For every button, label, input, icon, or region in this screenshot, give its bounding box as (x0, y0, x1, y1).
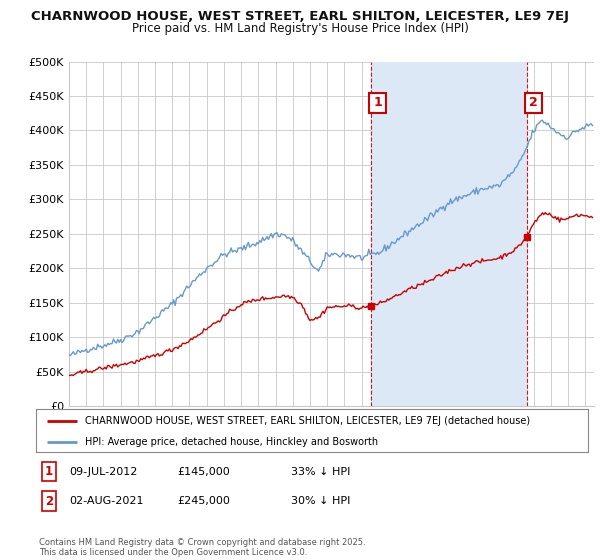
Text: £245,000: £245,000 (177, 496, 230, 506)
Text: £145,000: £145,000 (177, 466, 230, 477)
Text: 30% ↓ HPI: 30% ↓ HPI (291, 496, 350, 506)
Text: 2: 2 (529, 96, 538, 109)
Text: CHARNWOOD HOUSE, WEST STREET, EARL SHILTON, LEICESTER, LE9 7EJ (detached house): CHARNWOOD HOUSE, WEST STREET, EARL SHILT… (85, 416, 530, 426)
Text: 2: 2 (45, 494, 53, 508)
Text: 33% ↓ HPI: 33% ↓ HPI (291, 466, 350, 477)
Text: HPI: Average price, detached house, Hinckley and Bosworth: HPI: Average price, detached house, Hinc… (85, 437, 378, 446)
Text: 1: 1 (45, 465, 53, 478)
Text: Contains HM Land Registry data © Crown copyright and database right 2025.
This d: Contains HM Land Registry data © Crown c… (39, 538, 365, 557)
Text: 02-AUG-2021: 02-AUG-2021 (69, 496, 143, 506)
Bar (371, 62, 527, 406)
Text: 09-JUL-2012: 09-JUL-2012 (69, 466, 137, 477)
Text: CHARNWOOD HOUSE, WEST STREET, EARL SHILTON, LEICESTER, LE9 7EJ: CHARNWOOD HOUSE, WEST STREET, EARL SHILT… (31, 10, 569, 23)
Text: Price paid vs. HM Land Registry's House Price Index (HPI): Price paid vs. HM Land Registry's House … (131, 22, 469, 35)
Text: 1: 1 (373, 96, 382, 109)
